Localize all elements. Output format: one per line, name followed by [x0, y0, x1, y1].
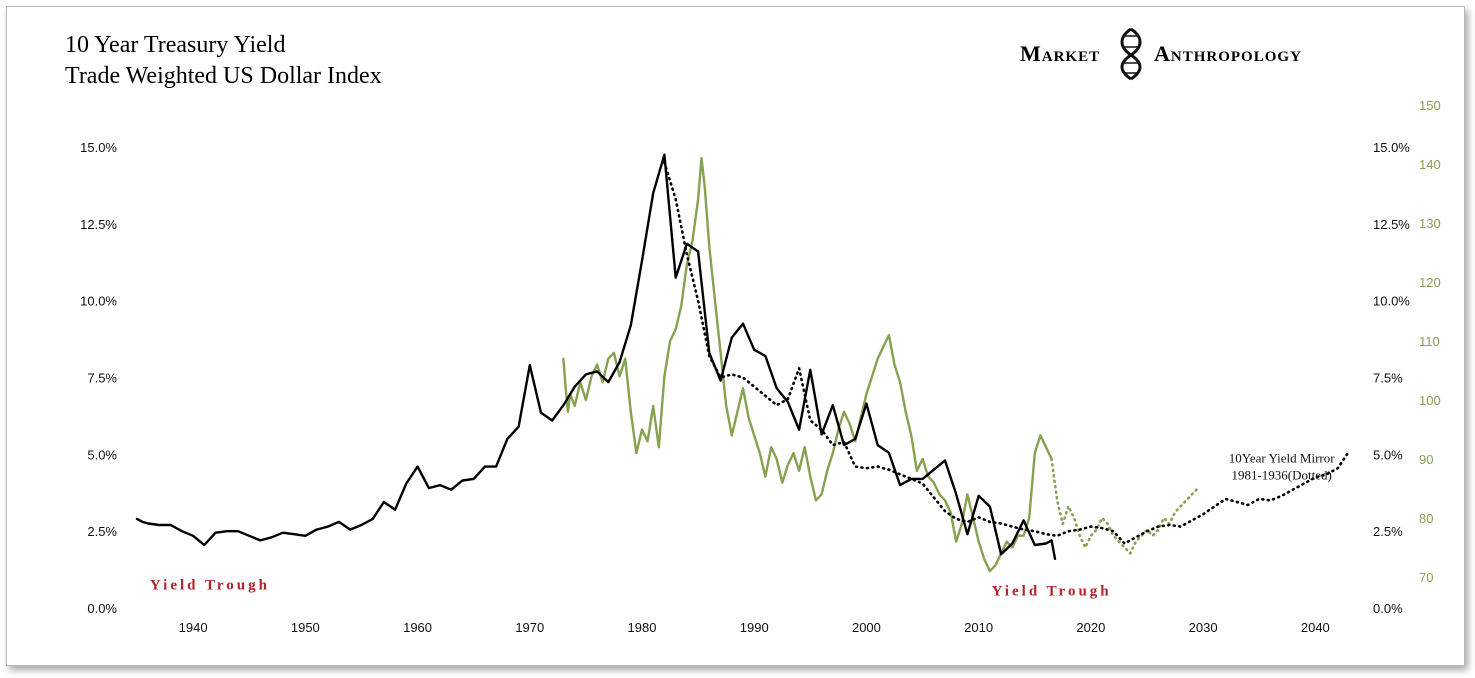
- x-tick-label: 1970: [515, 620, 544, 635]
- left-y-tick-label: 15.0%: [80, 140, 117, 155]
- right-y-tick-label: 5.0%: [1373, 447, 1403, 462]
- yield-trough-label: Yield Trough: [992, 584, 1112, 600]
- x-tick-label: 1990: [740, 620, 769, 635]
- axes: 1940 1950 1960 1970 1980 1990 2000 2010 2020 2030…: [80, 98, 1441, 635]
- x-tick-label: 2040: [1301, 620, 1330, 635]
- x-tick-label: 2010: [964, 620, 993, 635]
- chart-title: 10 Year Treasury Yield: [65, 32, 285, 58]
- left-y-tick-label: 5.0%: [87, 447, 117, 462]
- series-line-dollar: [562, 156, 1053, 573]
- dollar-tick-label: 90: [1419, 452, 1433, 467]
- x-tick-label: 2000: [852, 620, 881, 635]
- dollar-tick-label: 100: [1419, 393, 1441, 408]
- logo-word-market: Market: [1020, 41, 1100, 66]
- dollar-tick-label: 110: [1419, 334, 1440, 349]
- logo: Market Anthropology: [1020, 27, 1302, 81]
- right-y-tick-label: 2.5%: [1373, 524, 1403, 539]
- yield-trough-label: Yield Trough: [150, 578, 270, 594]
- mirror-annotation-line2: 1981-1936(Dotted): [1231, 467, 1331, 482]
- right-y-tick-label: 10.0%: [1373, 294, 1410, 309]
- x-tick-label: 1940: [179, 620, 208, 635]
- x-tick-label: 2020: [1076, 620, 1105, 635]
- left-y-tick-label: 7.5%: [87, 371, 117, 386]
- right-y-tick-label: 7.5%: [1373, 371, 1403, 386]
- left-y-tick-label: 0.0%: [87, 601, 117, 616]
- chart-subtitle: Trade Weighted US Dollar Index: [65, 63, 382, 89]
- dollar-tick-label: 140: [1419, 157, 1441, 172]
- x-tick-label: 1980: [628, 620, 657, 635]
- title-block: 10 Year Treasury Yield Trade Weighted US…: [65, 32, 382, 89]
- right-y-tick-label: 0.0%: [1373, 601, 1403, 616]
- left-y-tick-label: 12.5%: [80, 217, 117, 232]
- chart-svg: 10 Year Treasury Yield Trade Weighted US…: [65, 27, 1441, 635]
- x-tick-label: 2030: [1189, 620, 1218, 635]
- left-y-tick-label: 10.0%: [80, 294, 117, 309]
- x-tick-label: 1960: [403, 620, 432, 635]
- dollar-tick-label: 150: [1419, 98, 1441, 113]
- logo-word-anthropology: Anthropology: [1154, 41, 1302, 66]
- right-y-tick-label: 12.5%: [1373, 217, 1410, 232]
- series-line-yield-mirror: [663, 161, 1351, 545]
- mirror-annotation-line1: 10Year Yield Mirror: [1229, 450, 1335, 465]
- dollar-tick-label: 70: [1419, 570, 1433, 585]
- chart-frame: 10 Year Treasury Yield Trade Weighted US…: [6, 6, 1465, 666]
- series-line-dollar-projection: [1050, 457, 1199, 555]
- series-line-yield: [135, 153, 1057, 560]
- left-y-tick-label: 2.5%: [87, 524, 117, 539]
- x-tick-label: 1950: [291, 620, 320, 635]
- annotations: Yield Trough Yield Trough 10Year Yield Mir…: [150, 450, 1335, 599]
- right-y-tick-label: 15.0%: [1373, 140, 1410, 155]
- series-layer: [135, 153, 1351, 573]
- dollar-tick-label: 80: [1419, 511, 1433, 526]
- dollar-tick-label: 120: [1419, 275, 1441, 290]
- dollar-tick-label: 130: [1419, 216, 1441, 231]
- dna-helix-icon: [1120, 27, 1142, 81]
